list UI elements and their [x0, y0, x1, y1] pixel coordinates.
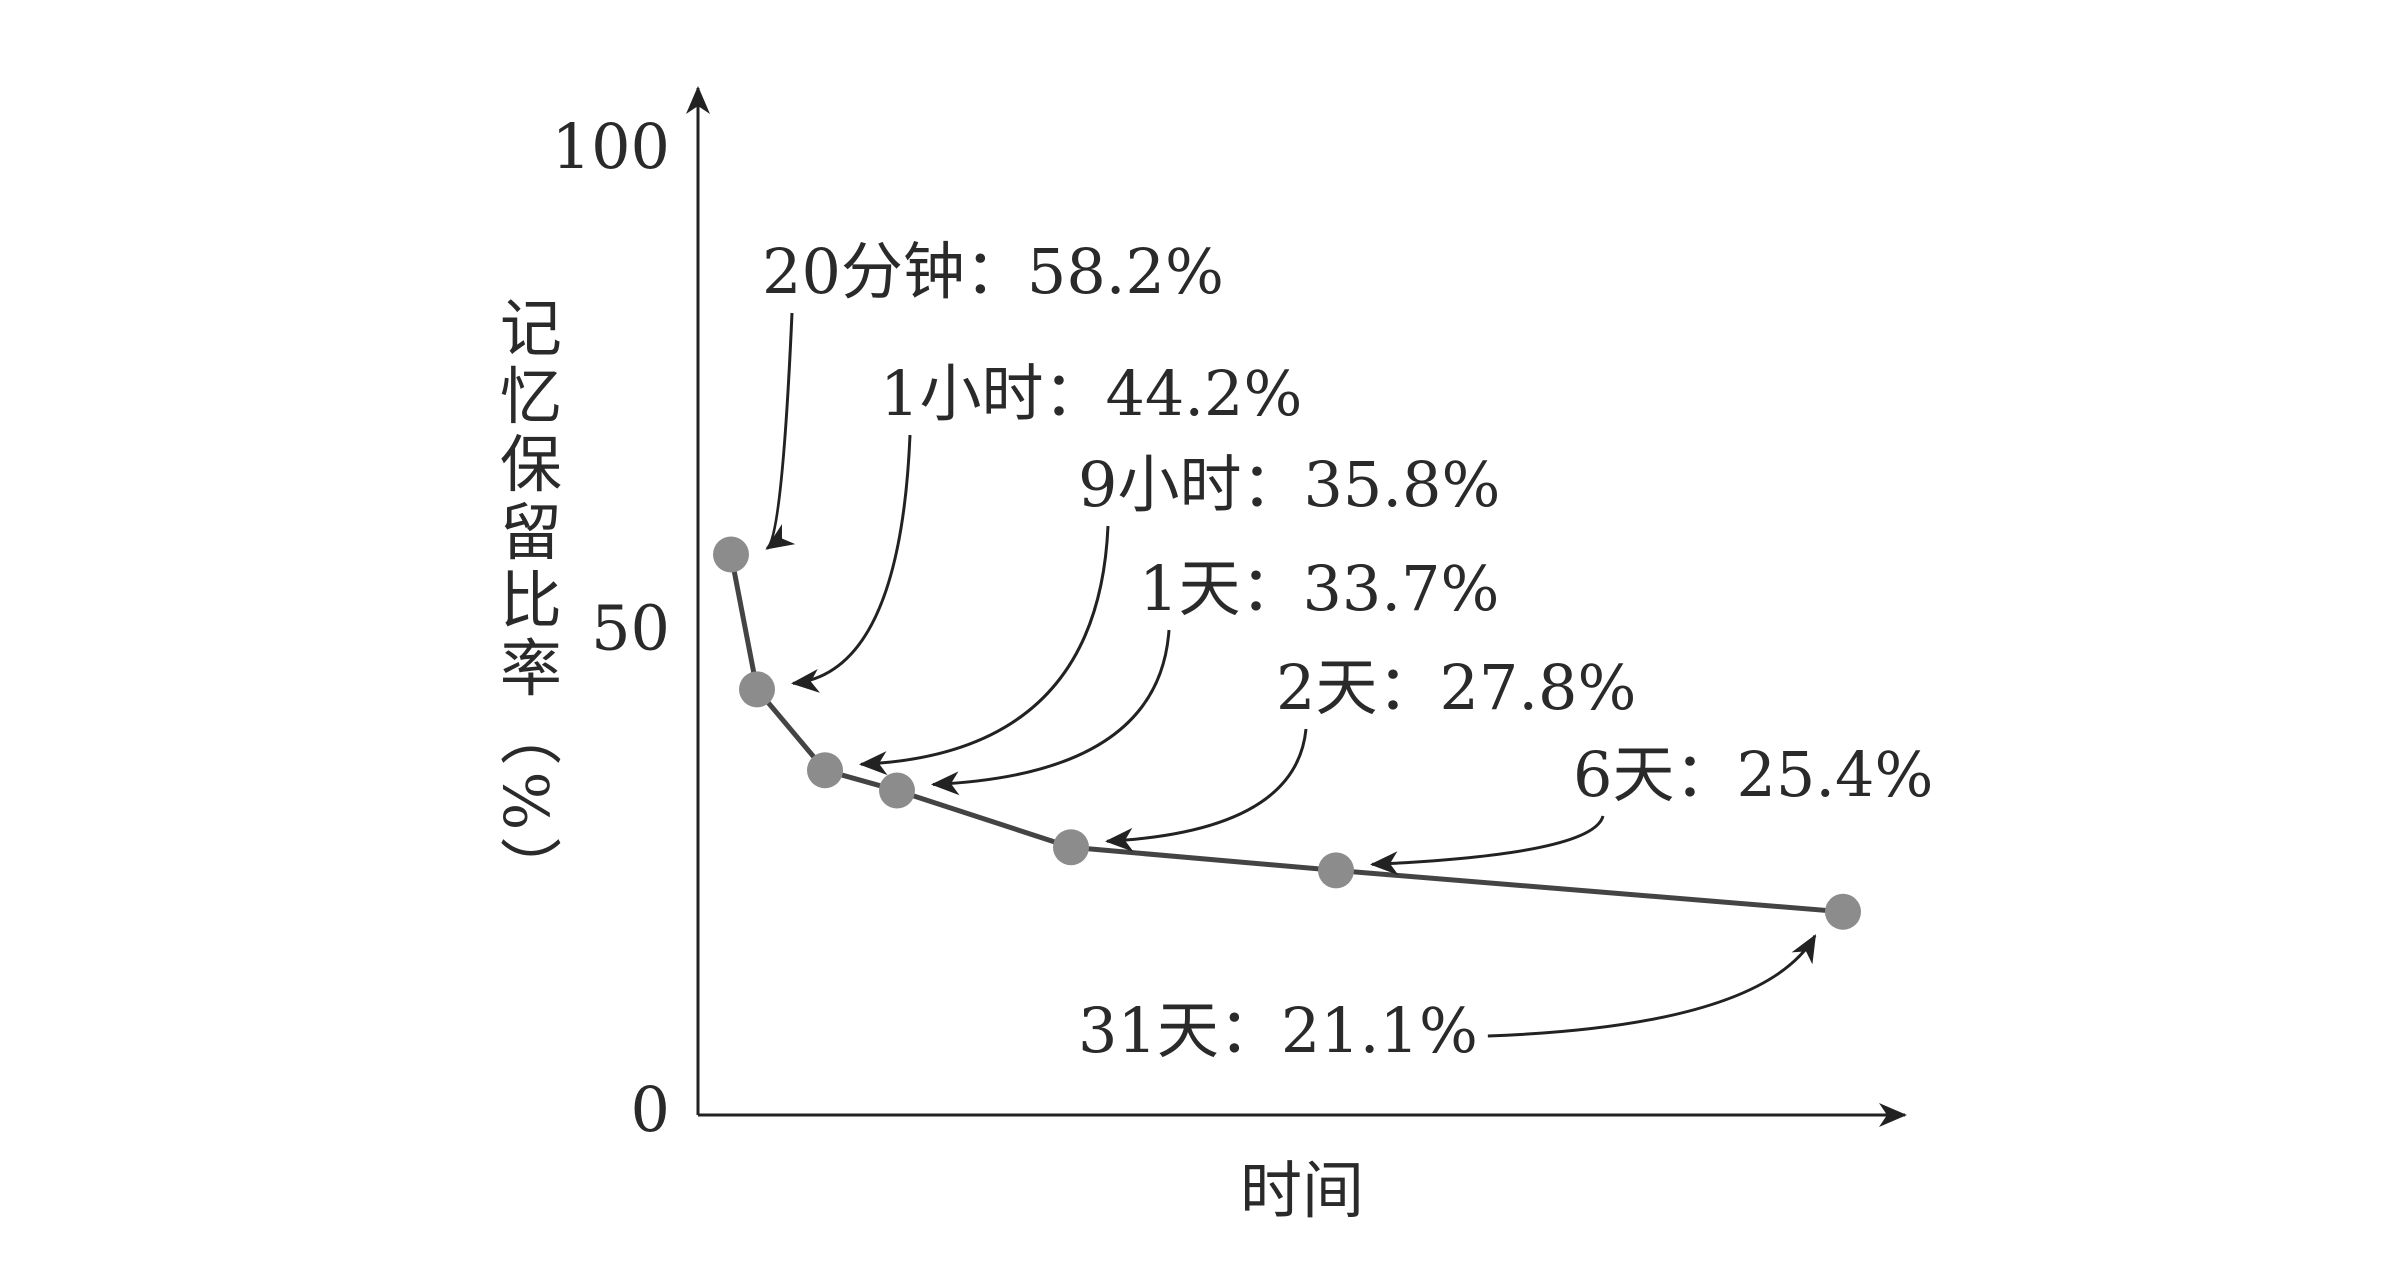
y-axis-label: 记忆保留比率（%） — [489, 296, 562, 905]
y-tick-label: 100 — [552, 110, 670, 183]
annotation: 1天：33.7% — [1139, 552, 1499, 625]
annotation-arrow — [1105, 728, 1308, 852]
annotation-arrow — [859, 525, 1110, 776]
point — [879, 772, 915, 809]
y-tick-label: 0 — [631, 1073, 670, 1146]
annotation-arrow — [931, 629, 1171, 796]
point — [1825, 893, 1861, 930]
annotation-arrow — [1370, 815, 1605, 876]
x-axis-label: 时间 — [1240, 1154, 1364, 1227]
point — [739, 671, 775, 708]
annotation: 20分钟：58.2% — [762, 235, 1224, 308]
point — [1053, 829, 1089, 866]
annotation-arrow — [1487, 934, 1817, 1038]
annotation: 1小时：44.2% — [880, 357, 1302, 430]
annotation: 6天：25.4% — [1573, 738, 1933, 811]
point — [807, 752, 843, 789]
point — [1318, 852, 1354, 889]
annotation: 2天：27.8% — [1276, 651, 1636, 724]
point — [713, 536, 749, 573]
annotation-arrow — [765, 312, 796, 550]
y-tick-label: 50 — [591, 592, 670, 665]
annotation: 9小时：35.8% — [1078, 448, 1500, 521]
annotation: 31天：21.1% — [1078, 994, 1478, 1067]
annotation-arrow — [791, 434, 912, 693]
